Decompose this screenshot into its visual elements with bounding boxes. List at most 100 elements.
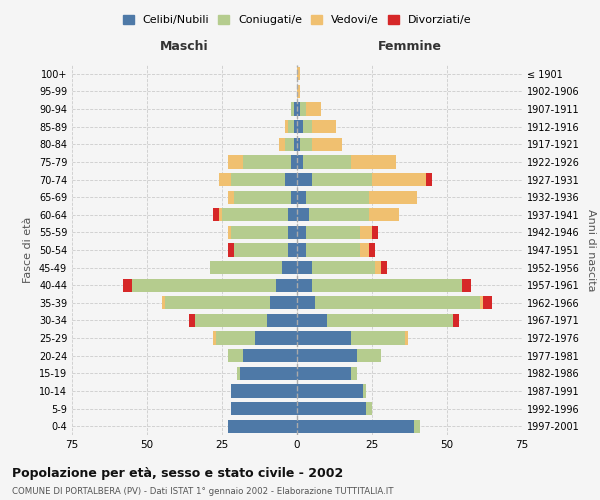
Bar bbox=[297, 138, 300, 151]
Bar bbox=[231, 384, 297, 398]
Bar bbox=[231, 402, 297, 415]
Bar bbox=[327, 314, 453, 327]
Bar bbox=[228, 349, 243, 362]
Bar bbox=[303, 120, 312, 134]
Bar bbox=[297, 156, 303, 168]
Bar bbox=[282, 261, 297, 274]
Bar bbox=[297, 314, 327, 327]
Bar bbox=[369, 190, 417, 204]
Bar bbox=[351, 366, 357, 380]
Bar bbox=[306, 190, 369, 204]
Bar bbox=[297, 67, 300, 80]
Bar bbox=[228, 244, 234, 256]
Bar bbox=[405, 332, 408, 344]
Bar bbox=[363, 384, 366, 398]
Bar bbox=[288, 120, 294, 134]
Bar bbox=[297, 244, 306, 256]
Bar bbox=[213, 332, 216, 344]
Bar bbox=[255, 332, 297, 344]
Bar bbox=[288, 226, 297, 239]
Bar bbox=[297, 332, 351, 344]
Text: Popolazione per età, sesso e stato civile - 2002: Popolazione per età, sesso e stato civil… bbox=[12, 468, 343, 480]
Bar bbox=[312, 138, 342, 151]
Bar bbox=[297, 102, 300, 116]
Bar bbox=[297, 366, 351, 380]
Bar bbox=[369, 244, 375, 256]
Bar bbox=[303, 156, 351, 168]
Bar bbox=[372, 226, 378, 239]
Bar bbox=[351, 332, 405, 344]
Bar bbox=[288, 244, 297, 256]
Bar bbox=[228, 226, 231, 239]
Bar bbox=[453, 314, 459, 327]
Bar bbox=[357, 349, 381, 362]
Bar bbox=[213, 208, 219, 222]
Bar bbox=[270, 296, 297, 310]
Bar bbox=[285, 173, 297, 186]
Bar bbox=[219, 173, 231, 186]
Bar bbox=[162, 296, 165, 310]
Bar bbox=[309, 208, 369, 222]
Bar bbox=[294, 102, 297, 116]
Bar bbox=[297, 173, 312, 186]
Text: COMUNE DI PORTALBERA (PV) - Dati ISTAT 1° gennaio 2002 - Elaborazione TUTTITALIA: COMUNE DI PORTALBERA (PV) - Dati ISTAT 1… bbox=[12, 488, 394, 496]
Bar bbox=[231, 173, 285, 186]
Bar bbox=[312, 278, 462, 292]
Bar bbox=[297, 296, 315, 310]
Bar bbox=[315, 296, 480, 310]
Bar bbox=[297, 120, 303, 134]
Bar bbox=[234, 244, 288, 256]
Bar bbox=[195, 314, 267, 327]
Bar bbox=[123, 278, 132, 292]
Bar bbox=[228, 156, 243, 168]
Bar bbox=[297, 85, 300, 98]
Bar bbox=[297, 384, 363, 398]
Bar bbox=[228, 420, 297, 433]
Bar bbox=[294, 120, 297, 134]
Bar bbox=[381, 261, 387, 274]
Bar bbox=[312, 120, 336, 134]
Bar bbox=[279, 138, 285, 151]
Bar bbox=[267, 314, 297, 327]
Bar bbox=[285, 138, 294, 151]
Bar bbox=[426, 173, 432, 186]
Bar bbox=[234, 190, 291, 204]
Text: Maschi: Maschi bbox=[160, 40, 209, 52]
Bar bbox=[297, 402, 366, 415]
Bar bbox=[276, 278, 297, 292]
Bar bbox=[243, 349, 297, 362]
Bar bbox=[306, 244, 360, 256]
Bar bbox=[300, 138, 312, 151]
Bar bbox=[312, 261, 375, 274]
Legend: Celibi/Nubili, Coniugati/e, Vedovi/e, Divorziati/e: Celibi/Nubili, Coniugati/e, Vedovi/e, Di… bbox=[119, 12, 475, 28]
Bar bbox=[132, 278, 276, 292]
Bar bbox=[216, 332, 255, 344]
Bar bbox=[219, 208, 222, 222]
Bar bbox=[306, 226, 360, 239]
Bar bbox=[240, 366, 297, 380]
Bar bbox=[312, 173, 372, 186]
Bar bbox=[300, 102, 306, 116]
Bar bbox=[189, 314, 195, 327]
Bar bbox=[360, 226, 372, 239]
Bar bbox=[351, 156, 396, 168]
Bar bbox=[414, 420, 420, 433]
Bar bbox=[480, 296, 483, 310]
Bar bbox=[285, 120, 288, 134]
Text: Femmine: Femmine bbox=[377, 40, 442, 52]
Y-axis label: Fasce di età: Fasce di età bbox=[23, 217, 33, 283]
Bar bbox=[297, 278, 312, 292]
Bar bbox=[165, 296, 270, 310]
Bar bbox=[243, 156, 291, 168]
Bar bbox=[483, 296, 492, 310]
Bar bbox=[222, 208, 288, 222]
Bar bbox=[294, 138, 297, 151]
Bar bbox=[291, 156, 297, 168]
Bar bbox=[360, 244, 369, 256]
Bar bbox=[228, 190, 234, 204]
Bar bbox=[375, 261, 381, 274]
Bar bbox=[297, 190, 306, 204]
Bar bbox=[297, 226, 306, 239]
Bar bbox=[366, 402, 372, 415]
Bar bbox=[237, 366, 240, 380]
